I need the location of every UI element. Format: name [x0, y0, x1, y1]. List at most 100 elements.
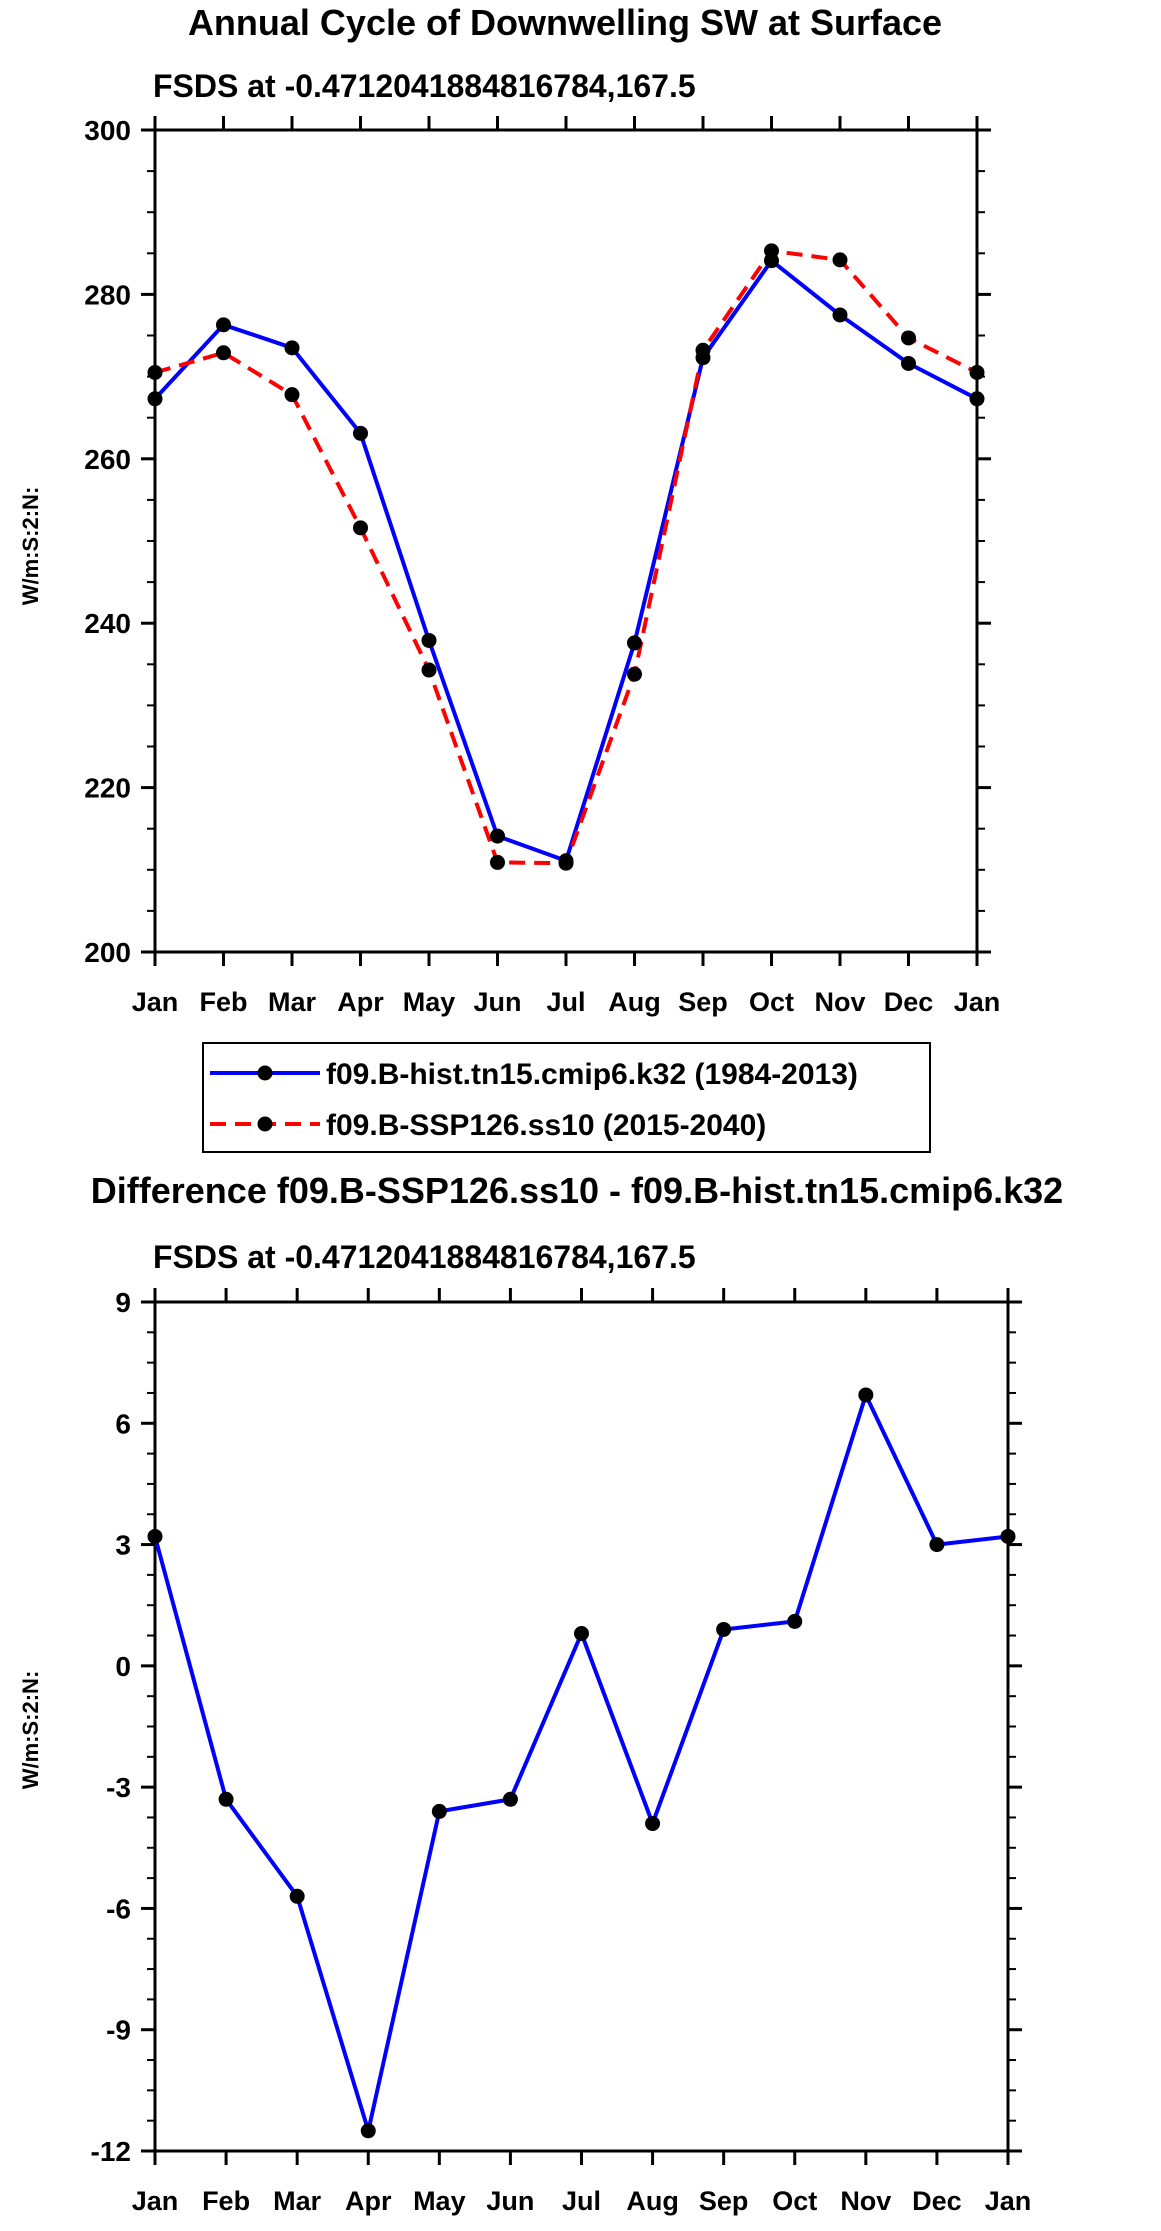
chart2-series-0-point — [787, 1613, 803, 1629]
chart1-series-0-line — [153, 258, 978, 863]
chart1-ytick-label: 280 — [84, 279, 131, 310]
chart1-ytick-label: 200 — [84, 937, 131, 968]
chart1-ylabel: W/m:S:2:N: — [18, 487, 43, 606]
chart1-series-1-point — [216, 345, 231, 361]
chart1-series-1-point — [695, 342, 711, 358]
chart2-ytick-label: -12 — [91, 2136, 131, 2167]
chart1-series-0-point — [627, 635, 642, 651]
chart2-subtitle: FSDS at -0.4712041884816784,167.5 — [153, 1239, 696, 1275]
chart2-series-0-point — [218, 1791, 234, 1807]
chart1-xtick-label: Sep — [678, 987, 728, 1017]
chart1-series-0-point — [490, 828, 505, 844]
chart1-series-1-point — [353, 520, 368, 536]
chart1-xtick-label: Feb — [199, 987, 247, 1017]
chart2-series-0-point — [360, 2123, 376, 2139]
chart2-xtick-label: Nov — [840, 2186, 891, 2216]
chart2-xtick-label: Jun — [486, 2186, 534, 2216]
chart1-xtick-label: Jan — [132, 987, 179, 1017]
chart1-xtick-label: Aug — [608, 987, 660, 1017]
chart1-xtick-label: Mar — [268, 987, 317, 1017]
legend-hist-marker — [257, 1065, 273, 1081]
chart2-data-points — [147, 1387, 1016, 2139]
chart2-ytick-label: -9 — [106, 2015, 131, 2046]
chart1-axes: 200 220 240 260 280 300 Jan Feb Mar Apr May Jun Jul A… — [84, 115, 1000, 1017]
chart2-xtick-label: Feb — [202, 2186, 250, 2216]
chart2-title: Difference f09.B-SSP126.ss10 - f09.B-his… — [91, 1170, 1063, 1211]
chart1-ytick-label: 220 — [84, 773, 131, 804]
chart2-series-0-point — [1000, 1528, 1016, 1544]
chart1-xtick-label: Nov — [814, 987, 865, 1017]
chart2-series-0-point — [929, 1537, 945, 1553]
chart1-xtick-label: Jan — [954, 987, 1001, 1017]
chart2-ytick-label: 3 — [115, 1530, 131, 1561]
chart1-series-1-point — [284, 387, 300, 403]
chart2-ytick-label: 0 — [115, 1651, 131, 1682]
legend-ssp-marker — [257, 1116, 273, 1132]
chart1-ytick-label: 240 — [84, 608, 131, 639]
chart2-xtick-label: Mar — [273, 2186, 322, 2216]
chart1-data-points — [147, 243, 985, 871]
chart2-xtick-label: Jul — [562, 2186, 601, 2216]
chart2-series-0-point — [574, 1626, 589, 1642]
chart2-xtick-label: Dec — [912, 2186, 962, 2216]
chart2-xtick-label: Sep — [699, 2186, 749, 2216]
chart1-xtick-label: Jun — [473, 987, 521, 1017]
chart1-series-0-point — [901, 355, 916, 371]
chart2-series-0-point — [431, 1803, 447, 1819]
chart1-xtick-label: May — [403, 987, 456, 1017]
chart1-plot-frame — [153, 128, 979, 954]
chart2-ytick-label: 6 — [115, 1408, 131, 1439]
chart1-series-1-point — [832, 252, 848, 268]
chart2-xtick-label: Jan — [132, 2186, 179, 2216]
chart1-ytick-label: 300 — [84, 115, 131, 146]
chart1-series-1-point — [969, 364, 985, 380]
chart2-series-0-point — [147, 1528, 163, 1544]
chart1-xtick-label: Jul — [546, 987, 585, 1017]
chart1-series-1-point — [764, 243, 779, 259]
chart1-series-1-point — [627, 666, 642, 682]
chart1-series-0-point — [969, 391, 985, 407]
chart2-series-0-point — [502, 1791, 518, 1807]
chart1-series-0-point — [353, 425, 368, 441]
chart2-ytick-label: 9 — [115, 1287, 131, 1318]
chart2-series-0-point — [858, 1387, 874, 1403]
chart2-ylabel: W/m:S:2:N: — [18, 1671, 43, 1790]
chart1-xtick-label: Dec — [884, 987, 934, 1017]
chart1-series-1-point — [421, 662, 437, 678]
chart1-ytick-label: 260 — [84, 444, 131, 475]
annual-cycle-chart: Annual Cycle of Downwelling SW at Surfac… — [18, 2, 1000, 1153]
chart1-subtitle: FSDS at -0.4712041884816784,167.5 — [153, 68, 696, 104]
legend-ssp-label: f09.B-SSP126.ss10 (2015-2040) — [326, 1109, 766, 1142]
legend-box — [202, 1042, 931, 1153]
chart1-series-1-point — [147, 364, 163, 380]
chart2-series-0-point — [645, 1816, 661, 1832]
difference-chart: Difference f09.B-SSP126.ss10 - f09.B-his… — [18, 1170, 1063, 2216]
chart2-series-0-point — [289, 1888, 305, 1904]
chart2-ytick-label: -3 — [106, 1772, 131, 1803]
chart2-ytick-label: -6 — [106, 1893, 131, 1924]
chart1-series-1-point — [558, 855, 574, 871]
chart2-xtick-label: Oct — [772, 2186, 817, 2216]
chart2-series-lines — [153, 1393, 1009, 2133]
chart1-legend: f09.B-hist.tn15.cmip6.k32 (1984-2013) f0… — [202, 1042, 931, 1153]
legend-hist-label: f09.B-hist.tn15.cmip6.k32 (1984-2013) — [326, 1058, 858, 1091]
chart1-xtick-label: Oct — [749, 987, 794, 1017]
chart1-series-0-point — [147, 391, 163, 407]
chart1-series-lines — [153, 248, 978, 866]
chart2-axes: -12 -9 -6 -3 0 3 6 9 Jan Feb Mar Apr May Jun Jul Aug Sep… — [91, 1287, 1032, 2216]
chart1-series-0-point — [421, 632, 437, 648]
chart1-title: Annual Cycle of Downwelling SW at Surfac… — [188, 2, 942, 43]
chart1-xtick-label: Apr — [337, 987, 384, 1017]
chart1-series-0-point — [832, 307, 848, 323]
chart2-xtick-label: May — [413, 2186, 466, 2216]
chart2-xtick-label: Aug — [626, 2186, 678, 2216]
chart1-series-0-point — [216, 317, 231, 333]
chart1-series-0-point — [284, 340, 300, 356]
chart2-xtick-label: Jan — [985, 2186, 1032, 2216]
chart1-series-1-point — [901, 330, 916, 346]
chart1-series-1-point — [490, 854, 505, 870]
chart2-series-0-line — [153, 1393, 1009, 2133]
chart2-xtick-label: Apr — [345, 2186, 392, 2216]
chart2-series-0-point — [716, 1621, 732, 1637]
